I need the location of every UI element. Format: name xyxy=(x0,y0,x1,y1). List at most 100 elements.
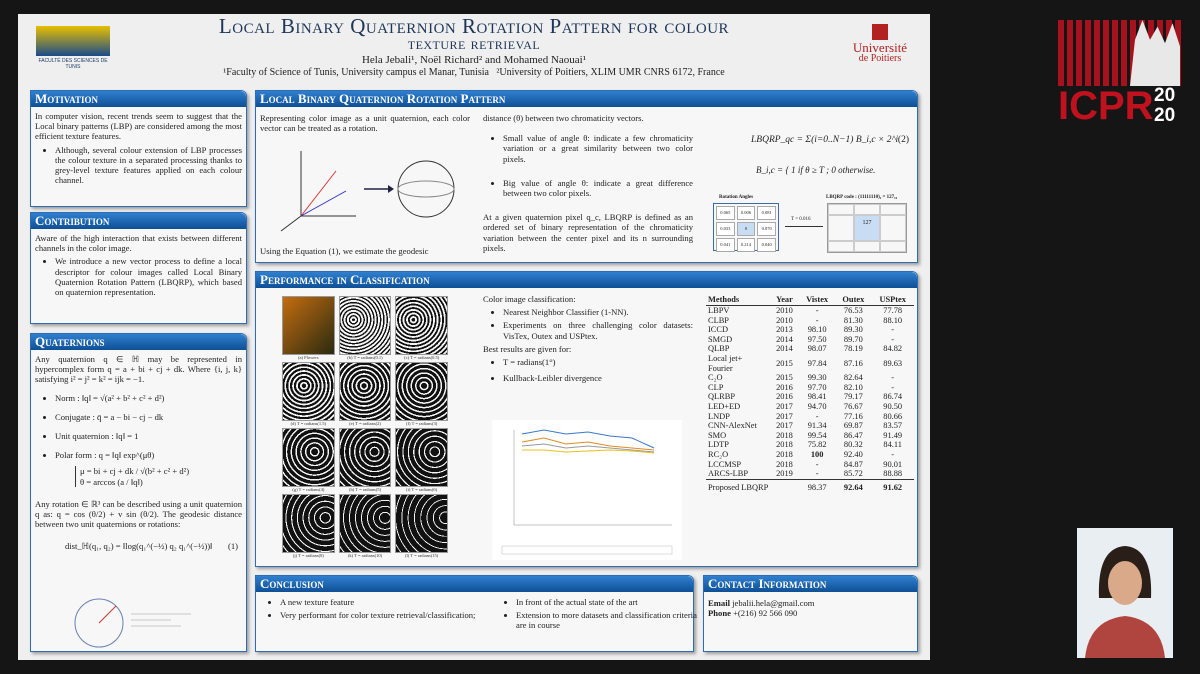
series-line xyxy=(522,449,655,454)
image-caption: (c) T = radians(0.5) xyxy=(404,355,440,360)
table-cell: 86.74 xyxy=(883,392,903,402)
sphere xyxy=(74,598,124,648)
right-logo: Université de Poitiers xyxy=(838,24,922,64)
table-cell: 2018 xyxy=(776,430,793,440)
section-title: Contribution xyxy=(31,213,246,229)
table-cell: 89.70 xyxy=(843,334,863,344)
bullet: Nearest Neighbor Classifier (1-NN). xyxy=(503,307,693,317)
table-cell: 69.87 xyxy=(843,421,863,431)
bullet: In front of the actual state of the art xyxy=(516,597,706,607)
table-cell: - xyxy=(891,325,895,335)
image xyxy=(395,428,448,487)
conference-year-top: 20 xyxy=(1154,85,1176,106)
paragraph: distance (θ) between two chromaticity ve… xyxy=(483,113,644,123)
axis xyxy=(280,215,302,232)
table-cell: 2018 xyxy=(776,459,793,469)
table-cell: 94.70 xyxy=(807,401,827,411)
cell xyxy=(854,241,880,252)
figure-label: Rotation Angles xyxy=(719,195,754,200)
table-row: QLBP 2014 98.07 78.19 84.82 xyxy=(706,344,914,354)
table-cell: 2018 xyxy=(776,440,793,450)
conclusion-left: A new texture feature Very performant fo… xyxy=(260,597,480,623)
section-title: Contact Information xyxy=(704,576,917,592)
cell xyxy=(828,241,854,252)
table-cell: 92.64 xyxy=(835,478,872,493)
table-cell: 77.78 xyxy=(883,306,903,315)
arrow xyxy=(785,226,823,227)
table-cell: 99.54 xyxy=(807,430,827,440)
table-cell: 2017 xyxy=(776,401,793,411)
image-caption: (h) T = radians(5) xyxy=(348,487,381,492)
table-row: LED+ED 2017 94.70 76.67 90.50 xyxy=(706,402,914,412)
table-cell: 2013 xyxy=(776,325,793,335)
polar-formula: μ = bi + cj + dk / √(b² + c² + d²) θ = a… xyxy=(75,466,242,487)
performance-box: Performance in Classification (a) Flower… xyxy=(255,271,918,567)
cell xyxy=(828,204,854,215)
conference-name: ICPR xyxy=(1058,84,1154,128)
section-title: Performance in Classification xyxy=(256,272,917,288)
image xyxy=(338,494,392,553)
table-cell: 92.40 xyxy=(843,449,863,459)
table-cell: 90.01 xyxy=(883,459,903,469)
bullet: Very performant for color texture retrie… xyxy=(280,610,480,620)
result-images: (a) Flowers (b) T = radians(0.1) (c) T = r… xyxy=(282,296,448,558)
column-header: Vistex xyxy=(798,294,836,306)
table-cell: 84.11 xyxy=(883,440,902,450)
table-cell: 98.41 xyxy=(807,392,827,402)
grid-cell: 0.033 xyxy=(716,222,735,236)
paragraph: Aware of the high interaction that exist… xyxy=(35,233,242,254)
table-cell: - xyxy=(815,315,819,325)
column-header: Outex xyxy=(835,294,872,306)
grid-cell: 0.070 xyxy=(757,222,776,236)
table-cell: QLRBP xyxy=(708,392,735,402)
vector xyxy=(300,170,337,217)
image xyxy=(282,296,335,355)
table-cell: QLBP xyxy=(708,344,730,354)
image-caption: (g) T = radians(4) xyxy=(292,487,325,492)
table-cell: - xyxy=(815,411,819,421)
grid-cell: 0.214 xyxy=(736,238,756,252)
table-cell: CNN-AlexNet xyxy=(708,421,757,431)
table-cell: 81.30 xyxy=(843,315,863,325)
table-cell: 80.66 xyxy=(883,411,903,421)
quaternion-figure xyxy=(280,151,455,232)
figure-label: LBQRP code : (11111110)₂ = 127₁₀ xyxy=(826,195,898,200)
cell: 127 xyxy=(854,215,880,241)
phone: +(216) 92 566 090 xyxy=(733,608,798,619)
paragraph: Color image classification: xyxy=(483,294,576,304)
table-cell: 99.30 xyxy=(807,373,827,383)
formula: LBQRP_qc = Σ(i=0..N−1) B_i,c × 2^i xyxy=(751,135,899,145)
table-cell: LNDP xyxy=(708,411,730,421)
section-title: Conclusion xyxy=(256,576,693,592)
table-cell: LED+ED xyxy=(708,401,741,411)
cell xyxy=(880,241,906,252)
section-title: Quaternions xyxy=(31,334,246,350)
bullet: Extension to more datasets and classific… xyxy=(516,610,706,630)
paragraph: Any rotation ∈ ℝ³ can be described using… xyxy=(35,498,242,530)
table-cell: 83.57 xyxy=(883,421,903,431)
chart-background xyxy=(492,420,682,560)
result-image: (h) T = radians(5) xyxy=(338,428,392,492)
lbqrp-box: Local Binary Quaternion Rotation Pattern… xyxy=(255,90,918,263)
table-cell: ICCD xyxy=(708,325,729,335)
table-cell: Proposed LBQRP xyxy=(706,478,799,493)
table-cell: 78.19 xyxy=(843,344,863,354)
results-chart xyxy=(492,420,682,560)
bullet: Although, several colour extension of LB… xyxy=(55,145,242,186)
bullet: T = radians(1°) xyxy=(503,357,693,367)
paragraph: Using the Equation (1), we estimate the … xyxy=(260,246,429,256)
grid-cell: 0.065 xyxy=(716,206,735,220)
image-caption: (b) T = radians(0.1) xyxy=(347,355,383,360)
table-row: SMGD 2014 97.50 89.70 - xyxy=(706,335,914,345)
result-image: (i) T = radians(6) xyxy=(395,428,448,492)
table-cell: 80.32 xyxy=(843,440,863,450)
table-cell: 91.62 xyxy=(871,478,914,493)
table-cell: 76.67 xyxy=(843,401,863,411)
image-caption: (d) T = radians(1.5) xyxy=(290,421,327,426)
code-grid: 127 xyxy=(827,203,907,253)
equation-2: LBQRP_qc = Σ(i=0..N−1) B_i,c × 2^i (2) xyxy=(751,135,913,145)
grid-cell: 0.040 xyxy=(757,238,776,252)
bullet: Polar form : q = ‖q‖ exp^(μθ) xyxy=(55,450,242,460)
table-row: LDTP 2018 75.82 80.32 84.11 xyxy=(706,440,914,450)
table-row: Proposed LBQRP 98.37 92.64 91.62 xyxy=(706,478,914,493)
